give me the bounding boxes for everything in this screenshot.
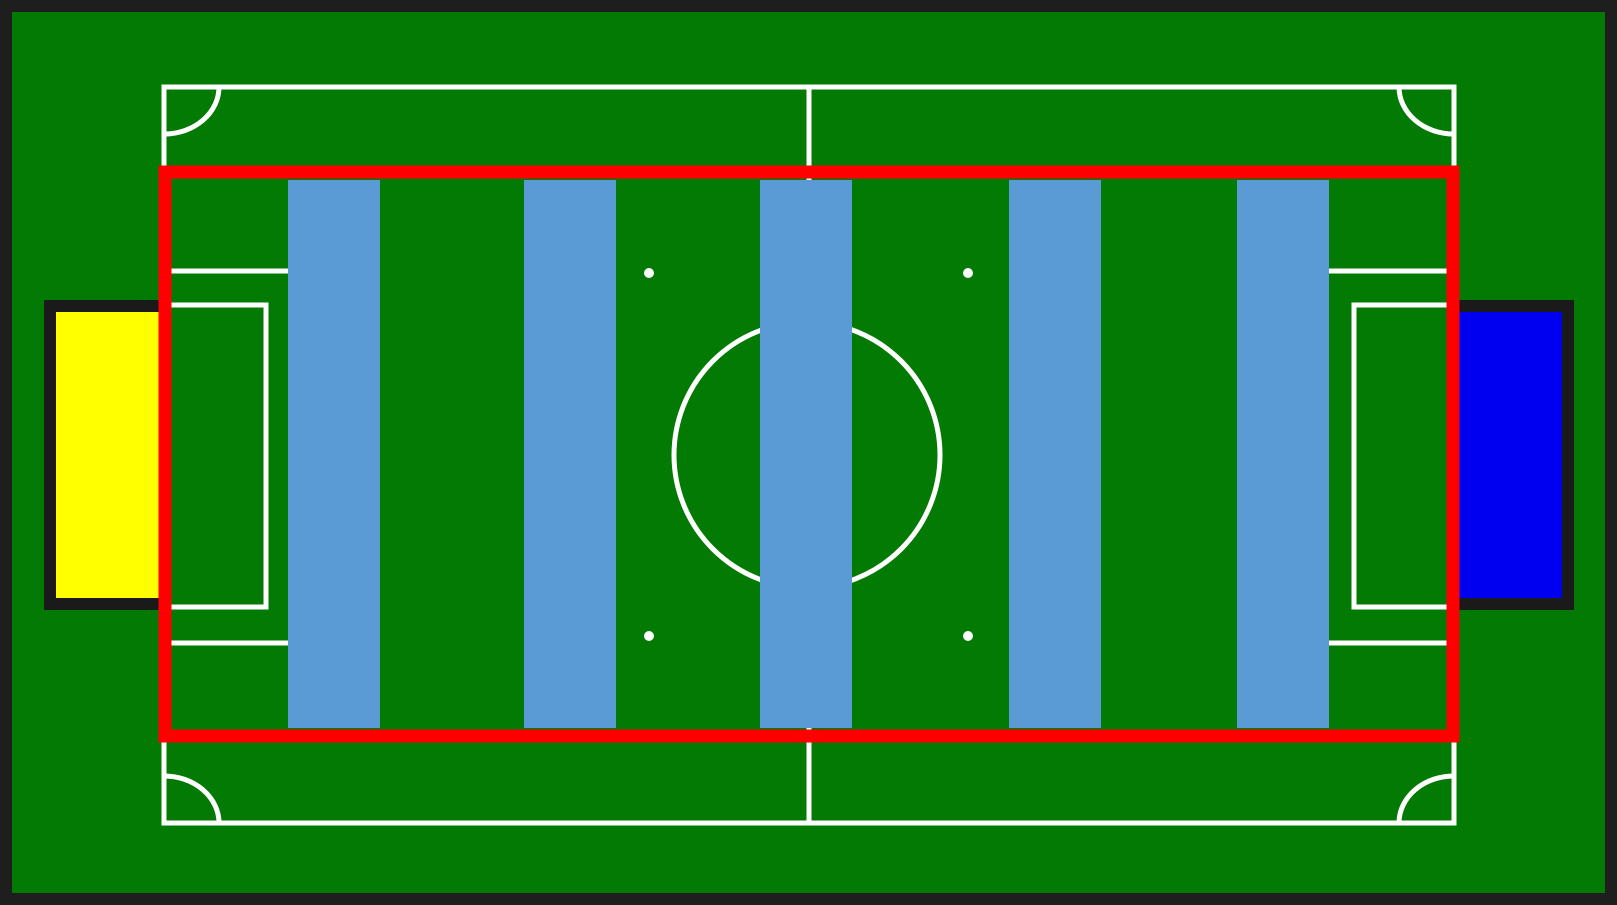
field-spots [644, 268, 973, 641]
lane-1 [288, 180, 380, 728]
corner-arc-bottom-left [163, 773, 222, 824]
lanes [288, 180, 1329, 728]
spot-top-right [963, 268, 973, 278]
corner-arc-top-left [163, 86, 222, 137]
lane-2 [524, 180, 616, 728]
zone-outline [158, 165, 1460, 743]
lane-3 [760, 180, 852, 728]
lane-5 [1237, 180, 1329, 728]
spot-bottom-right [963, 631, 973, 641]
spot-bottom-left [644, 631, 654, 641]
corner-arc-top-right [1396, 86, 1455, 137]
corner-arc-bottom-right [1396, 773, 1455, 824]
lane-4 [1009, 180, 1101, 728]
left-goal [56, 312, 168, 598]
spot-top-left [644, 268, 654, 278]
right-goal [1449, 312, 1562, 598]
